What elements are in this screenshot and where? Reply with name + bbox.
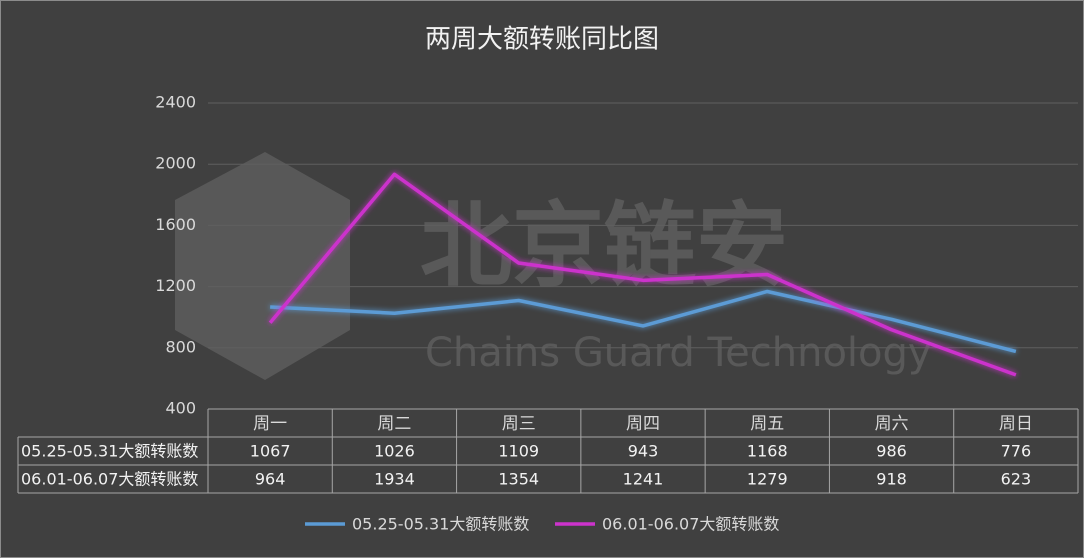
- table-value: 1241: [623, 470, 664, 489]
- x-tick-label: 周三: [502, 414, 536, 434]
- table-value: 964: [255, 470, 286, 489]
- table-series-name: 06.01-06.07大额转账数: [21, 470, 198, 489]
- y-tick-label: 2400: [155, 93, 196, 112]
- series-line: [268, 172, 1017, 377]
- watermark-logo: [175, 152, 350, 380]
- series-line: [270, 289, 1017, 354]
- x-tick-label: 周五: [750, 414, 784, 434]
- table-value: 1279: [747, 470, 788, 489]
- legend-label: 05.25-05.31大额转账数: [352, 515, 529, 534]
- x-tick-label: 周六: [875, 414, 909, 434]
- table-value: 1026: [374, 442, 415, 461]
- table-value: 623: [1001, 470, 1032, 489]
- watermark-subtitle: Chains Guard Technology: [425, 330, 932, 376]
- y-tick-label: 800: [165, 337, 196, 356]
- table-value: 1168: [747, 442, 788, 461]
- x-tick-label: 周日: [999, 414, 1033, 434]
- y-tick-label: 1600: [155, 215, 196, 234]
- x-tick-label: 周二: [377, 414, 411, 434]
- table-value: 1067: [250, 442, 291, 461]
- table-value: 943: [628, 442, 659, 461]
- table-value: 1934: [374, 470, 415, 489]
- watermark-title: 北京链安: [420, 192, 788, 299]
- table-value: 918: [876, 470, 907, 489]
- table-series-name: 05.25-05.31大额转账数: [21, 442, 198, 461]
- legend-label: 06.01-06.07大额转账数: [602, 515, 779, 534]
- x-tick-label: 周四: [626, 414, 660, 434]
- chart-title: 两周大额转账同比图: [425, 25, 659, 55]
- table-value: 986: [876, 442, 907, 461]
- y-tick-label: 400: [165, 399, 196, 418]
- y-tick-label: 2000: [155, 154, 196, 173]
- table-value: 1354: [498, 470, 539, 489]
- table-value: 776: [1001, 442, 1032, 461]
- table-value: 1109: [498, 442, 539, 461]
- x-tick-label: 周一: [253, 414, 287, 434]
- watermark: 北京链安 Chains Guard Technology: [175, 152, 932, 380]
- y-tick-label: 1200: [155, 276, 196, 295]
